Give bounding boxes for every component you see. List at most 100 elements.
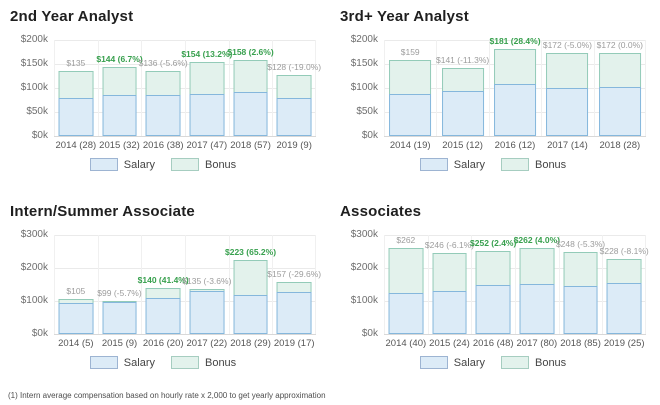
bar-value-label: $248 (-5.3%) bbox=[555, 239, 606, 250]
bonus-bar-segment bbox=[546, 53, 589, 88]
bar-chart-3rd-year-analyst: $0k $50k $100k $150k $200k $159 $141 (-11.3%) $… bbox=[340, 34, 646, 171]
stacked-bar bbox=[58, 71, 94, 136]
legend-salary-swatch bbox=[89, 158, 118, 171]
gridline-horizontal bbox=[54, 334, 316, 335]
bonus-bar-segment bbox=[432, 252, 467, 292]
gridline-vertical bbox=[228, 40, 230, 136]
bar-slot: $159 bbox=[384, 40, 436, 136]
x-tick-label: 2015 (12) bbox=[442, 140, 483, 151]
bonus-bar-segment bbox=[563, 252, 598, 286]
x-tick-label: 2016 (38) bbox=[142, 140, 184, 151]
bar-slots: $105 $99 (-5.7%) $140 (41.4%) $135 (-3.6%) $… bbox=[54, 235, 321, 334]
bar-slot: $158 (2.6%) bbox=[227, 40, 274, 136]
panel-associates: Associates $0k $100k $200k $300k $262 $246 (-… bbox=[330, 195, 660, 387]
stacked-bar bbox=[563, 252, 598, 334]
gridline-vertical bbox=[228, 235, 230, 334]
stacked-bar bbox=[145, 287, 181, 334]
x-tick-label: 2017 (22) bbox=[186, 338, 228, 349]
y-tick-label: $300k bbox=[350, 229, 378, 240]
plot-row: $0k $50k $100k $150k $200k $135 $144 (6.7%) $13… bbox=[10, 34, 321, 141]
legend-bonus-swatch bbox=[500, 356, 529, 369]
y-tick-label: $150k bbox=[20, 58, 48, 69]
chart-title: Associates bbox=[340, 203, 422, 220]
gridline-vertical bbox=[315, 40, 316, 136]
stacked-bar bbox=[546, 53, 589, 136]
bonus-bar-segment bbox=[233, 260, 268, 296]
stacked-bar bbox=[441, 68, 484, 136]
x-tick-label: 2019 (9) bbox=[276, 140, 312, 151]
legend-item-bonus: Bonus bbox=[500, 158, 567, 171]
gridline-vertical bbox=[185, 235, 186, 334]
legend: Salary Bonus bbox=[10, 158, 316, 171]
x-axis-labels: 2014 (19) 2015 (12) 2016 (12) 2017 (14) 2018… bbox=[384, 140, 646, 151]
salary-bar-segment bbox=[276, 97, 312, 136]
bar-value-label: $159 bbox=[400, 46, 420, 57]
chart-title: Intern/Summer Associate bbox=[10, 203, 195, 220]
x-tick-label: 2019 (17) bbox=[273, 338, 315, 349]
bar-slot: $157 (-29.6%) bbox=[267, 235, 321, 334]
legend-bonus-swatch bbox=[170, 356, 199, 369]
stacked-bar bbox=[58, 299, 94, 334]
stacked-bar bbox=[276, 282, 312, 334]
gridline-vertical bbox=[141, 40, 143, 136]
salary-bar-segment bbox=[519, 283, 555, 334]
bar-chart-associates: $0k $100k $200k $300k $262 $246 (-6.1%) $252 (… bbox=[340, 229, 649, 369]
bonus-bar-segment bbox=[189, 62, 225, 94]
bar-chart-intern-summer-associate: $0k $100k $200k $300k $105 $99 (-5.7%) $140 (4… bbox=[10, 229, 321, 369]
bar-slot: $135 bbox=[54, 40, 98, 136]
bar-value-label: $262 (4.0%) bbox=[513, 234, 560, 245]
stacked-bar bbox=[102, 301, 137, 334]
legend-item-salary: Salary bbox=[89, 356, 155, 369]
y-tick-label: $0k bbox=[31, 328, 48, 339]
gridline-vertical bbox=[593, 40, 595, 136]
y-tick-label: $50k bbox=[26, 106, 48, 117]
salary-bar-segment bbox=[58, 98, 94, 136]
y-tick-label: $100k bbox=[20, 82, 48, 93]
x-tick-label: 2014 (28) bbox=[55, 140, 97, 151]
legend-label: Bonus bbox=[204, 158, 237, 171]
gridline-horizontal bbox=[54, 136, 316, 137]
salary-bar-segment bbox=[494, 83, 536, 136]
x-tick-label: 2019 (25) bbox=[603, 338, 645, 349]
bar-value-label: $246 (-6.1%) bbox=[424, 239, 475, 250]
bar-slot: $135 (-3.6%) bbox=[182, 235, 232, 334]
chart-title: 3rd+ Year Analyst bbox=[340, 8, 469, 25]
gridline-vertical bbox=[427, 235, 429, 334]
legend: Salary Bonus bbox=[10, 356, 316, 369]
panel-intern-summer-associate: Intern/Summer Associate $0k $100k $200k $30… bbox=[0, 195, 330, 387]
salary-bar-segment bbox=[189, 93, 225, 136]
x-tick-label: 2014 (40) bbox=[385, 338, 427, 349]
panel-3rd-year-analyst: 3rd+ Year Analyst $0k $50k $100k $150k $200k… bbox=[330, 0, 660, 195]
y-axis: $0k $50k $100k $150k $200k bbox=[10, 34, 54, 141]
stacked-bar bbox=[145, 70, 181, 136]
gridline-vertical bbox=[54, 235, 55, 334]
salary-bar-segment bbox=[546, 88, 589, 136]
gridline-vertical bbox=[384, 235, 385, 334]
x-tick-label: 2018 (28) bbox=[599, 140, 641, 151]
gridline-vertical bbox=[185, 40, 186, 136]
legend-label: Salary bbox=[453, 356, 485, 369]
gridline-vertical bbox=[315, 235, 316, 334]
x-tick-label: 2017 (80) bbox=[516, 338, 558, 349]
bar-slot: $228 (-8.1%) bbox=[600, 235, 649, 334]
legend-label: Salary bbox=[453, 158, 485, 171]
gridline-vertical bbox=[54, 40, 55, 136]
bar-value-label: $135 (-3.6%) bbox=[182, 276, 232, 287]
y-tick-label: $200k bbox=[350, 34, 378, 45]
bar-chart-2nd-year-analyst: $0k $50k $100k $150k $200k $135 $144 (6.7%) $13… bbox=[10, 34, 321, 171]
charts-grid: 2nd Year Analyst $0k $50k $100k $150k $200k $… bbox=[0, 0, 660, 387]
bonus-bar-segment bbox=[58, 71, 94, 99]
bonus-bar-segment bbox=[475, 250, 511, 286]
x-tick-label: 2014 (19) bbox=[389, 140, 431, 151]
y-axis: $0k $100k $200k $300k bbox=[340, 229, 384, 339]
gridline-vertical bbox=[541, 40, 543, 136]
y-tick-label: $50k bbox=[356, 106, 378, 117]
bar-slot: $140 (41.4%) bbox=[138, 235, 189, 334]
legend-label: Bonus bbox=[534, 158, 567, 171]
salary-bar-segment bbox=[475, 285, 511, 334]
x-axis-labels: 2014 (40) 2015 (24) 2016 (48) 2017 (80) 2018… bbox=[384, 338, 646, 349]
bonus-bar-segment bbox=[494, 49, 536, 84]
bar-slot: $141 (-11.3%) bbox=[436, 40, 489, 136]
footnote: (1) Intern average compensation based on… bbox=[8, 391, 326, 400]
bonus-bar-segment bbox=[276, 74, 312, 98]
